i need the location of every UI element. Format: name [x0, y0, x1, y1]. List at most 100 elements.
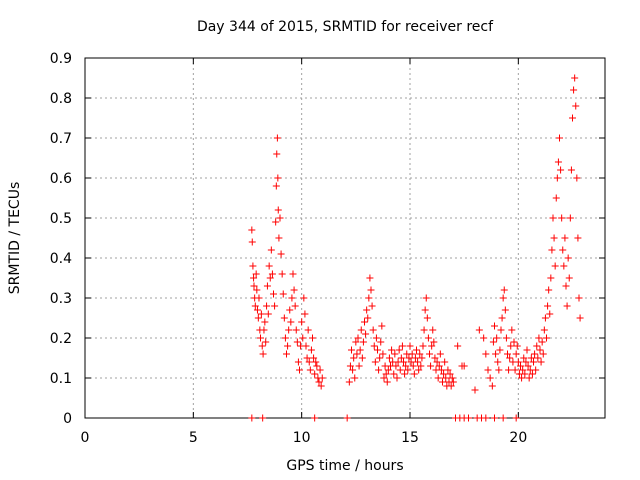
- data-point: [408, 350, 416, 358]
- data-point: [562, 282, 570, 290]
- data-point: [271, 302, 279, 310]
- data-point: [401, 370, 409, 378]
- data-point: [482, 414, 490, 422]
- data-point: [493, 334, 501, 342]
- data-point: [274, 174, 282, 182]
- data-point: [537, 358, 545, 366]
- data-point: [549, 214, 557, 222]
- data-point: [488, 382, 496, 390]
- data-point: [266, 274, 274, 282]
- data-point: [512, 414, 520, 422]
- y-tick-label: 0: [63, 411, 72, 427]
- data-point: [379, 350, 387, 358]
- data-point: [471, 386, 479, 394]
- data-point: [407, 358, 415, 366]
- data-point: [250, 274, 258, 282]
- data-point: [363, 306, 371, 314]
- data-point: [519, 366, 527, 374]
- data-point: [311, 414, 319, 422]
- data-point: [285, 326, 293, 334]
- data-point: [270, 290, 277, 298]
- data-point: [274, 206, 282, 214]
- data-point: [311, 370, 319, 378]
- data-point: [557, 166, 565, 174]
- data-point: [298, 318, 306, 326]
- data-point: [293, 338, 301, 346]
- data-point: [437, 366, 445, 374]
- data-point: [460, 362, 468, 370]
- data-point: [429, 326, 437, 334]
- y-ticks: 0 0.1 0.2 0.3 0.4 0.5 0.6 0.7 0.8 0.9: [50, 51, 605, 427]
- data-point: [248, 414, 256, 422]
- data-point: [447, 382, 455, 390]
- x-tick-label: 5: [189, 430, 198, 446]
- data-point: [273, 150, 281, 158]
- data-point: [303, 354, 311, 362]
- data-point: [352, 338, 360, 346]
- data-point: [402, 362, 410, 370]
- data-point: [409, 362, 417, 370]
- data-point: [309, 334, 316, 342]
- data-point: [366, 274, 374, 282]
- data-point: [289, 270, 297, 278]
- data-point: [306, 366, 314, 374]
- data-point: [454, 342, 462, 350]
- data-point: [258, 342, 266, 350]
- data-point: [275, 234, 283, 242]
- data-point: [523, 346, 531, 354]
- data-point: [261, 318, 269, 326]
- data-point: [553, 174, 561, 182]
- data-point: [492, 350, 500, 358]
- data-point: [556, 134, 563, 142]
- data-point: [279, 290, 287, 298]
- data-point: [355, 362, 363, 370]
- x-axis-label: GPS time / hours: [286, 458, 403, 474]
- data-point: [416, 350, 424, 358]
- data-point: [317, 382, 325, 390]
- data-point: [343, 414, 351, 422]
- data-point: [535, 334, 543, 342]
- data-point: [514, 358, 522, 366]
- data-point: [388, 346, 396, 354]
- data-point: [278, 270, 286, 278]
- data-point: [276, 214, 284, 222]
- data-point: [434, 374, 442, 382]
- data-point: [521, 370, 529, 378]
- data-point: [415, 366, 423, 374]
- data-point: [385, 354, 393, 362]
- data-point: [349, 366, 357, 374]
- data-point: [522, 358, 530, 366]
- data-point: [448, 374, 456, 382]
- data-point: [369, 326, 377, 334]
- data-point: [365, 294, 373, 302]
- data-point: [287, 318, 295, 326]
- data-point: [550, 234, 558, 242]
- data-point: [371, 358, 379, 366]
- x-tick-label: 10: [293, 430, 311, 446]
- data-point: [259, 414, 267, 422]
- data-point: [257, 334, 264, 342]
- data-point: [484, 366, 492, 374]
- data-point: [375, 366, 383, 374]
- data-point: [536, 346, 544, 354]
- data-point: [267, 246, 275, 254]
- data-point: [372, 334, 380, 342]
- data-point: [552, 194, 560, 202]
- data-point: [421, 306, 429, 314]
- data-point: [548, 246, 556, 254]
- data-point: [491, 322, 498, 330]
- data-point: [540, 326, 548, 334]
- y-tick-label: 0.8: [50, 91, 72, 107]
- y-tick-label: 0.5: [50, 211, 72, 227]
- data-point: [392, 362, 400, 370]
- data-point: [302, 342, 310, 350]
- x-tick-label: 20: [509, 430, 527, 446]
- data-point: [520, 354, 528, 362]
- data-point: [248, 238, 256, 246]
- data-point: [390, 370, 398, 378]
- data-point: [263, 282, 271, 290]
- data-point: [475, 326, 483, 334]
- data-point: [430, 338, 438, 346]
- data-point: [572, 102, 580, 110]
